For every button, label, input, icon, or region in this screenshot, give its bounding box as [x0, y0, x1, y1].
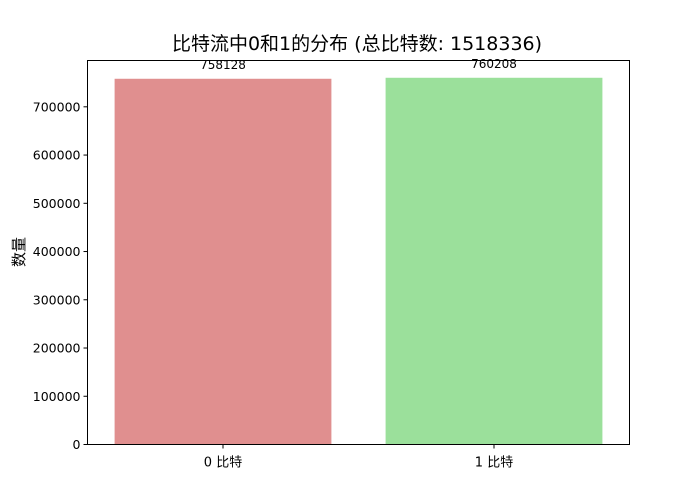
bars-layer [114, 77, 603, 445]
y-axis-label: 数量 [10, 237, 28, 267]
y-tick-label-5: 500000 [33, 196, 81, 211]
value-labels-layer: 758128 760208 [200, 57, 517, 72]
x-tick-label-0: 0 比特 [204, 456, 242, 471]
y-tick-label-7: 700000 [33, 99, 81, 114]
x-axis: 0 比特 1 比特 [204, 444, 513, 471]
y-tick-label-1: 100000 [33, 389, 81, 404]
chart-title: 比特流中0和1的分布 (总比特数: 1518336) [172, 33, 542, 55]
y-tick-label-6: 600000 [33, 148, 81, 163]
bar-value-label-1: 760208 [471, 57, 517, 71]
plot-frame [87, 60, 630, 445]
bar-1 [385, 77, 603, 445]
bar-0 [114, 78, 332, 445]
y-axis: 0 100000 200000 300000 400000 500000 600000 700… [33, 99, 88, 452]
y-tick-label-3: 300000 [33, 292, 81, 307]
x-tick-label-1: 1 比特 [475, 456, 513, 471]
bar-value-label-0: 758128 [200, 58, 246, 72]
y-tick-label-2: 200000 [33, 341, 81, 356]
y-tick-label-4: 400000 [33, 244, 81, 259]
y-tick-label-0: 0 [73, 437, 81, 452]
